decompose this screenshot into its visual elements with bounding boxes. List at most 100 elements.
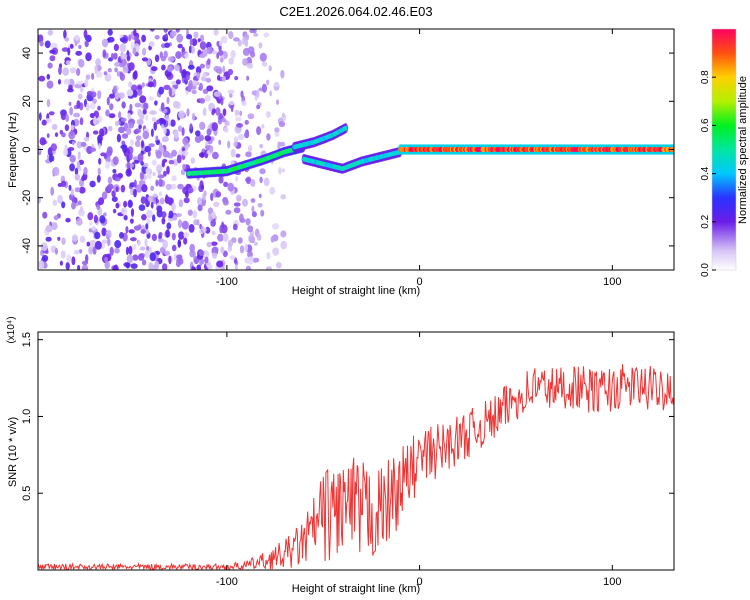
noise-speckle bbox=[256, 126, 262, 136]
noise-speckle bbox=[71, 234, 78, 242]
noise-speckle bbox=[76, 161, 81, 170]
noise-speckle bbox=[146, 218, 151, 225]
noise-speckle bbox=[206, 128, 212, 136]
snr-scale-label: (x10⁴) bbox=[6, 316, 17, 343]
y-tick-label: -20 bbox=[21, 190, 33, 206]
noise-speckle bbox=[148, 41, 155, 47]
noise-speckle bbox=[168, 210, 174, 219]
noise-speckle bbox=[125, 246, 129, 256]
noise-speckle bbox=[68, 101, 72, 106]
noise-speckle bbox=[278, 167, 282, 175]
noise-speckle bbox=[154, 54, 160, 63]
noise-speckle bbox=[115, 186, 119, 192]
noise-speckle bbox=[79, 206, 84, 213]
noise-speckle bbox=[64, 124, 70, 132]
noise-speckle bbox=[75, 217, 83, 226]
x-tick-label: 100 bbox=[603, 276, 621, 288]
noise-speckle bbox=[69, 43, 74, 49]
noise-speckle bbox=[167, 56, 175, 62]
noise-speckle bbox=[85, 254, 89, 263]
colorbar-ticks: 0.0 0.2 0.4 0.6 0.8 bbox=[700, 70, 716, 277]
x-tick-label: 0 bbox=[417, 576, 423, 588]
noise-speckle bbox=[144, 250, 150, 259]
noise-speckle bbox=[258, 42, 263, 49]
noise-speckle bbox=[141, 57, 149, 62]
noise-speckle bbox=[107, 36, 115, 43]
noise-speckle bbox=[211, 230, 216, 236]
noise-speckle bbox=[69, 163, 75, 172]
noise-speckle bbox=[142, 130, 150, 140]
noise-speckle bbox=[101, 38, 109, 48]
noise-speckle bbox=[205, 145, 210, 150]
noise-speckle bbox=[171, 175, 177, 182]
noise-speckle bbox=[248, 234, 255, 244]
noise-speckle bbox=[114, 247, 120, 254]
noise-speckle bbox=[175, 79, 181, 85]
noise-speckle bbox=[88, 246, 93, 255]
noise-speckle bbox=[103, 71, 108, 76]
noise-speckle bbox=[202, 227, 207, 233]
noise-speckle bbox=[233, 202, 241, 207]
noise-speckle bbox=[271, 223, 280, 230]
noise-speckle bbox=[125, 262, 130, 269]
upper-branch bbox=[291, 123, 348, 153]
noise-speckle bbox=[161, 217, 166, 225]
noise-speckle bbox=[135, 45, 140, 53]
noise-speckle bbox=[182, 137, 189, 146]
noise-speckle bbox=[213, 29, 219, 36]
noise-speckle bbox=[165, 229, 170, 238]
noise-speckle bbox=[171, 232, 176, 241]
noise-speckle bbox=[258, 193, 262, 199]
noise-speckle bbox=[42, 211, 48, 219]
noise-speckle bbox=[253, 241, 258, 246]
noise-speckle bbox=[97, 167, 101, 176]
noise-speckle bbox=[184, 53, 189, 59]
noise-region bbox=[38, 29, 288, 270]
noise-speckle bbox=[121, 101, 126, 109]
noise-speckle bbox=[151, 66, 158, 72]
noise-speckle bbox=[128, 245, 133, 255]
noise-speckle bbox=[147, 150, 151, 157]
noise-speckle bbox=[269, 186, 276, 195]
noise-speckle bbox=[162, 239, 168, 249]
noise-speckle bbox=[275, 261, 282, 269]
noise-speckle bbox=[65, 114, 69, 122]
noise-speckle bbox=[85, 103, 90, 112]
noise-speckle bbox=[162, 263, 168, 270]
noise-speckle bbox=[137, 108, 143, 117]
noise-speckle bbox=[192, 80, 198, 85]
spectral-traces bbox=[185, 123, 674, 179]
noise-speckle bbox=[234, 265, 238, 270]
noise-speckle bbox=[84, 79, 89, 88]
noise-speckle bbox=[126, 254, 134, 264]
noise-speckle bbox=[78, 58, 85, 68]
x-tick-label: 100 bbox=[603, 576, 621, 588]
noise-speckle bbox=[142, 162, 149, 168]
noise-speckle bbox=[134, 102, 142, 108]
noise-speckle bbox=[48, 154, 54, 163]
snr-ticks: -100 0 100 0.5 1.0 1.5 bbox=[21, 332, 674, 588]
noise-speckle bbox=[218, 176, 224, 184]
noise-speckle bbox=[97, 90, 102, 100]
noise-speckle bbox=[128, 62, 135, 71]
noise-speckle bbox=[280, 194, 287, 200]
noise-speckle bbox=[274, 132, 280, 137]
noise-speckle bbox=[40, 242, 48, 251]
spectrogram-ticks: -100 0 100 -40 -20 0 20 40 bbox=[21, 29, 674, 288]
noise-speckle bbox=[263, 32, 270, 38]
noise-speckle bbox=[44, 40, 51, 49]
noise-speckle bbox=[154, 35, 160, 40]
noise-speckle bbox=[70, 188, 74, 196]
noise-speckle bbox=[250, 51, 256, 58]
spectrogram-y-label: Frequency (Hz) bbox=[7, 112, 19, 188]
x-tick-label: -100 bbox=[216, 576, 238, 588]
noise-speckle bbox=[58, 66, 62, 75]
noise-speckle bbox=[256, 233, 262, 241]
noise-speckle bbox=[74, 187, 81, 193]
colorbar-tick-label: 0.0 bbox=[700, 263, 711, 277]
noise-speckle bbox=[163, 127, 167, 135]
noise-speckle bbox=[204, 49, 208, 57]
noise-speckle bbox=[173, 130, 179, 139]
noise-speckle bbox=[222, 108, 227, 117]
noise-speckle bbox=[78, 186, 86, 194]
